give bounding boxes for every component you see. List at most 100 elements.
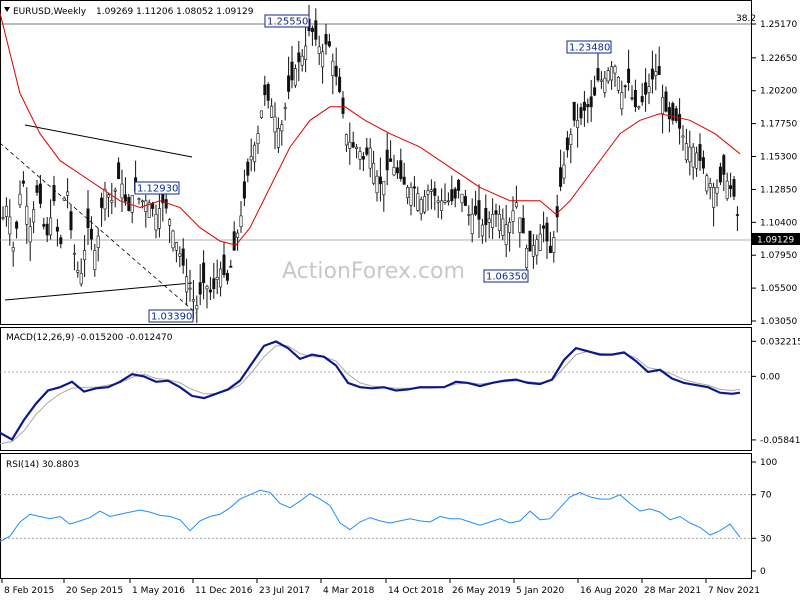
candle-body bbox=[45, 223, 49, 236]
candle-body bbox=[236, 232, 240, 238]
candle-body bbox=[280, 124, 284, 132]
candle-body bbox=[497, 213, 501, 232]
candle-body bbox=[586, 104, 590, 108]
candle-body bbox=[225, 272, 229, 281]
candle-body bbox=[304, 45, 308, 60]
candle-body bbox=[96, 235, 100, 248]
candle-body bbox=[293, 68, 297, 86]
candle-body bbox=[331, 60, 335, 76]
candle-body bbox=[542, 225, 546, 229]
candle-body bbox=[525, 247, 529, 268]
candle-body bbox=[361, 156, 365, 160]
candle-body bbox=[348, 141, 352, 149]
candle-body bbox=[429, 189, 433, 192]
candle-body bbox=[650, 68, 654, 80]
candle-body bbox=[35, 185, 39, 193]
candle-body bbox=[623, 85, 627, 88]
moving-average-line bbox=[0, 12, 741, 246]
candle-body bbox=[443, 200, 447, 203]
candle-body bbox=[440, 200, 444, 211]
candle-body bbox=[69, 211, 73, 231]
candle-body bbox=[28, 226, 32, 243]
candle-body bbox=[79, 273, 83, 285]
candle-body bbox=[548, 245, 552, 254]
candle-body bbox=[382, 181, 386, 196]
candle-body bbox=[195, 305, 199, 310]
candle-body bbox=[232, 231, 236, 251]
annotation-high-2021: 1.23480 bbox=[566, 40, 612, 54]
candle-body bbox=[338, 76, 342, 92]
candle-body bbox=[321, 51, 325, 68]
annotation-box bbox=[264, 14, 310, 28]
chart-menu-triangle-icon[interactable] bbox=[4, 7, 10, 12]
candle-body bbox=[66, 191, 70, 196]
x-tick-label: 4 Mar 2018 bbox=[323, 586, 375, 596]
candle-body bbox=[572, 101, 576, 121]
annotation-text: 1.12930 bbox=[137, 184, 178, 195]
macd-tick-label: -0.058413 bbox=[760, 436, 800, 446]
price-tick-label: 1.07950 bbox=[760, 251, 797, 261]
candle-body bbox=[688, 146, 692, 163]
candle-body bbox=[283, 107, 287, 109]
candle-body bbox=[606, 70, 610, 82]
price-tick-label: 1.25170 bbox=[760, 20, 797, 30]
candle-body bbox=[647, 86, 651, 93]
candle-body bbox=[705, 175, 709, 192]
candle-body bbox=[406, 187, 410, 198]
candle-body bbox=[681, 135, 685, 138]
candle-body bbox=[290, 61, 294, 81]
candle-body bbox=[504, 224, 508, 245]
candle-body bbox=[106, 194, 110, 198]
candle-body bbox=[300, 55, 304, 66]
candle-body bbox=[535, 239, 539, 256]
candle-body bbox=[191, 299, 195, 302]
candle-body bbox=[117, 162, 121, 179]
candle-body bbox=[246, 161, 250, 176]
candle-body bbox=[266, 84, 270, 101]
x-tick-label: 14 Oct 2018 bbox=[388, 586, 444, 596]
watermark: ActionForex.com bbox=[282, 259, 465, 284]
candle-body bbox=[378, 176, 382, 185]
candle-body bbox=[640, 96, 644, 103]
candle-body bbox=[239, 215, 243, 227]
candle-body bbox=[521, 217, 525, 234]
macd-tick-label: 0.032215 bbox=[760, 337, 800, 347]
candle-body bbox=[317, 46, 321, 54]
candle-body bbox=[508, 222, 512, 233]
candle-body bbox=[385, 149, 389, 171]
candle-body bbox=[487, 218, 491, 223]
candle-body bbox=[242, 181, 246, 199]
rsi-levels bbox=[0, 494, 751, 539]
candle-body bbox=[708, 183, 712, 188]
candle-body bbox=[314, 20, 318, 40]
candle-body bbox=[1, 217, 5, 219]
dashed-trend-line bbox=[0, 142, 197, 314]
candle-body bbox=[157, 208, 161, 229]
candle-body bbox=[674, 108, 678, 122]
candle-body bbox=[123, 194, 127, 202]
candle-body bbox=[100, 197, 104, 208]
rsi-tick-label: 30 bbox=[760, 534, 772, 544]
candle-body bbox=[202, 262, 206, 284]
candle-body bbox=[644, 82, 648, 95]
candle-body bbox=[412, 186, 416, 189]
candle-body bbox=[552, 237, 556, 253]
candle-body bbox=[273, 116, 277, 133]
candle-body bbox=[718, 166, 722, 183]
candle-body bbox=[725, 180, 729, 199]
candle-body bbox=[103, 188, 107, 210]
annotation-text: 1.03390 bbox=[151, 312, 192, 323]
price-axis: 1.25170 1.22650 1.20200 1.17750 1.15300 1.128… bbox=[751, 20, 797, 327]
candle-body bbox=[735, 214, 739, 216]
candle-body bbox=[355, 146, 359, 149]
candle-body bbox=[49, 217, 53, 236]
price-tick-label: 1.22650 bbox=[760, 54, 797, 64]
candle-body bbox=[334, 65, 338, 77]
candle-body bbox=[327, 41, 331, 47]
candle-body bbox=[8, 216, 12, 235]
candle-body bbox=[253, 144, 257, 163]
annotation-box bbox=[148, 309, 194, 323]
candle-body bbox=[419, 199, 423, 215]
candle-body bbox=[613, 66, 617, 74]
